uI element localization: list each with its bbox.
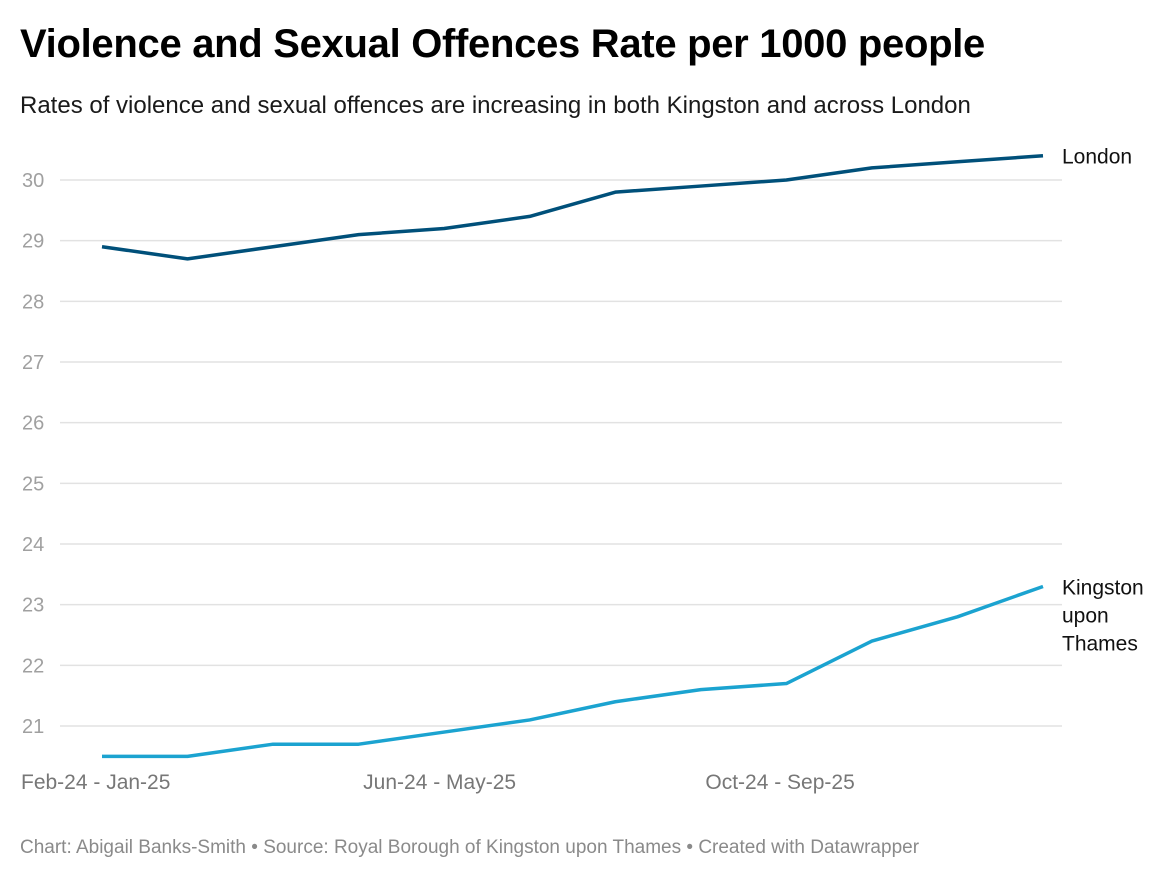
y-tick-label: 22 bbox=[22, 655, 44, 677]
y-tick-label: 26 bbox=[22, 413, 44, 435]
chart-footer: Chart: Abigail Banks-Smith • Source: Roy… bbox=[20, 837, 920, 858]
chart-title: Violence and Sexual Offences Rate per 10… bbox=[20, 22, 985, 66]
x-tick-label: Feb-24 - Jan-25 bbox=[21, 771, 170, 794]
series-line-kingston bbox=[102, 584, 1044, 759]
y-tick-label: 24 bbox=[22, 534, 44, 556]
y-tick-label: 28 bbox=[22, 291, 44, 313]
x-tick-label: Oct-24 - Sep-25 bbox=[705, 771, 854, 794]
series-label: Kingston bbox=[1062, 576, 1144, 599]
series-label: upon bbox=[1062, 604, 1109, 627]
series-label: Thames bbox=[1062, 632, 1138, 655]
y-tick-label: 29 bbox=[22, 231, 44, 253]
y-tick-label: 23 bbox=[22, 595, 44, 617]
x-tick-label: Jun-24 - May-25 bbox=[363, 771, 516, 794]
y-tick-label: 27 bbox=[22, 352, 44, 374]
series-label: London bbox=[1062, 146, 1132, 169]
y-tick-label: 25 bbox=[22, 473, 44, 495]
chart-subtitle: Rates of violence and sexual offences ar… bbox=[20, 92, 971, 119]
y-tick-label: 30 bbox=[22, 170, 44, 192]
y-tick-label: 21 bbox=[22, 716, 44, 738]
series-line-london bbox=[101, 153, 1044, 261]
